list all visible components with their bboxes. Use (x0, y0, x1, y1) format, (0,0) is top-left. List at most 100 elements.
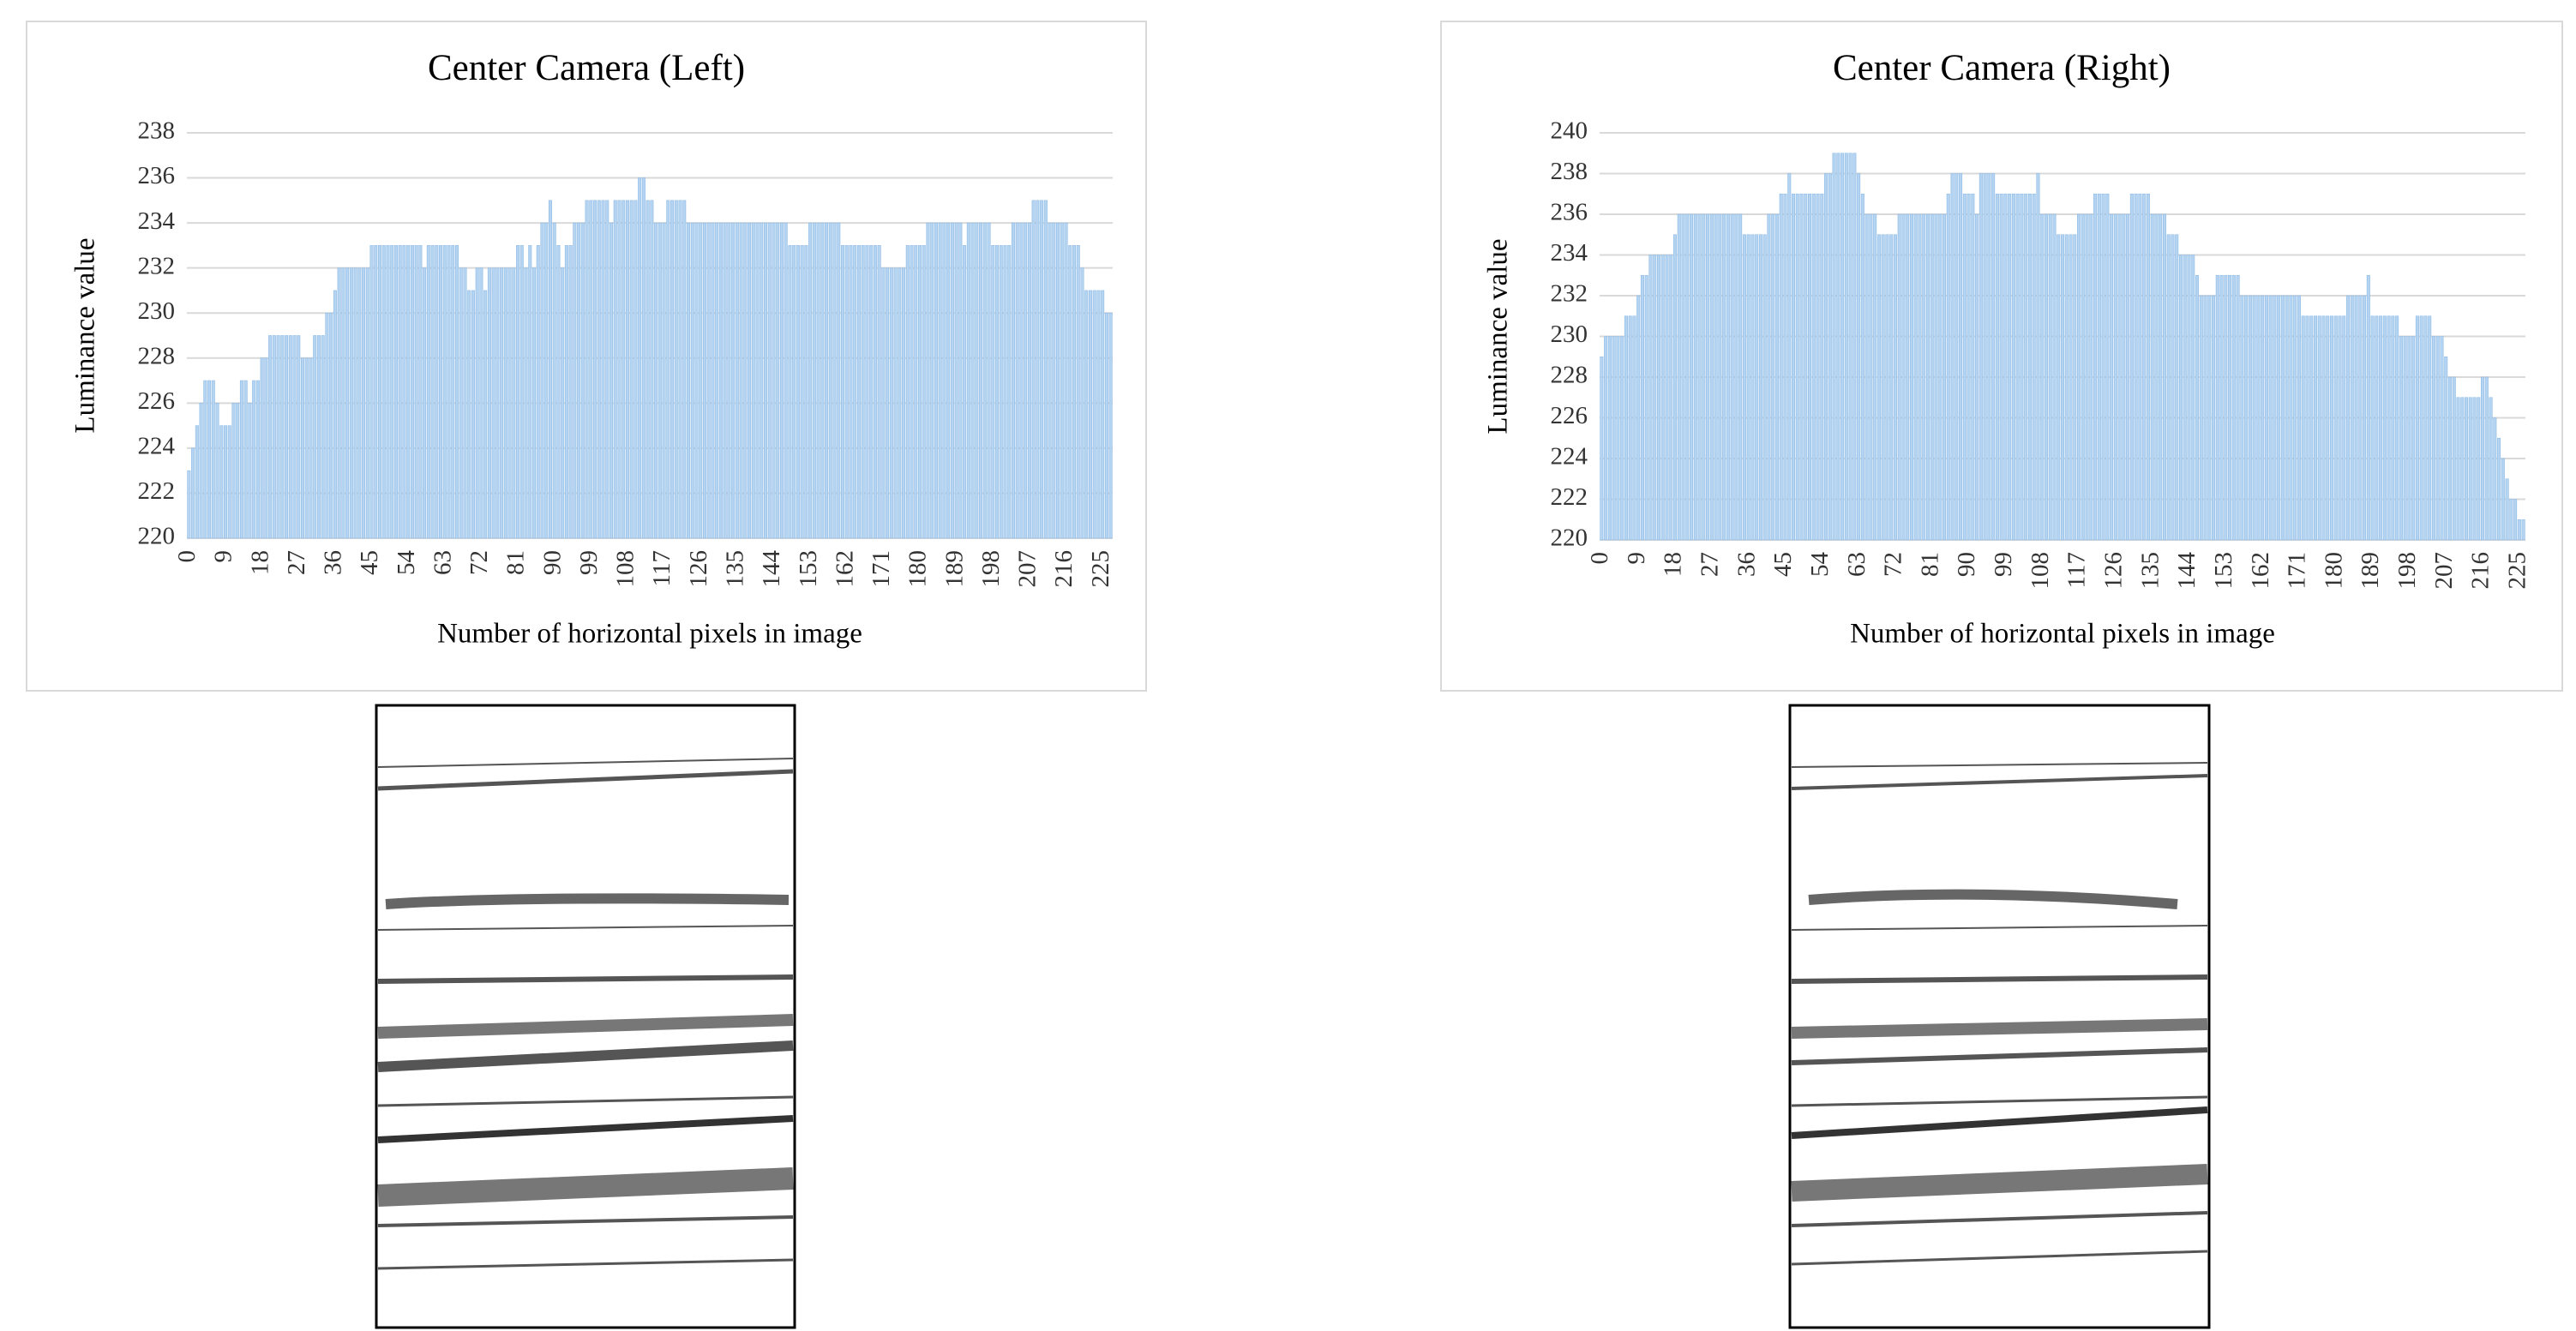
bar (1653, 255, 1657, 541)
bar (239, 380, 243, 539)
bar (2154, 213, 2159, 541)
bar (979, 222, 983, 539)
bar (1869, 213, 1873, 541)
bar (877, 245, 881, 539)
x-tick-label: 9 (210, 550, 237, 563)
bar (994, 245, 1000, 539)
bar (886, 267, 890, 539)
y-axis-title: Luminance value (70, 237, 101, 433)
bar (589, 200, 593, 539)
bar (2513, 499, 2518, 541)
bar (987, 222, 991, 539)
bar (1930, 213, 1934, 541)
bar (483, 290, 488, 539)
bar (2342, 315, 2346, 541)
bar (760, 222, 764, 539)
bar (2129, 193, 2134, 541)
bar (471, 290, 475, 539)
bar (2387, 315, 2391, 541)
bar (227, 425, 231, 539)
bar (2134, 193, 2138, 541)
bar (2027, 193, 2032, 541)
bar (264, 357, 268, 539)
bar (1857, 173, 1861, 541)
bar (500, 267, 504, 539)
bar (702, 222, 706, 539)
bar (849, 245, 853, 539)
bar (1636, 295, 1641, 541)
bar (694, 222, 699, 539)
bar (597, 200, 601, 539)
x-tick-label: 54 (1806, 552, 1834, 578)
x-tick-label: 216 (1050, 550, 1078, 588)
bar (2044, 213, 2048, 541)
bar (1060, 222, 1064, 539)
bar (1697, 213, 1702, 541)
bar (629, 200, 633, 539)
bar (1876, 234, 1881, 541)
bar (406, 245, 411, 539)
x-axis-title: Number of horizontal pixels in image (1850, 619, 2275, 650)
bar (292, 335, 297, 539)
bar (2301, 315, 2305, 541)
bar (2178, 255, 2183, 541)
bar (776, 222, 780, 539)
bar (2346, 295, 2351, 541)
bar (475, 267, 479, 539)
bar (2273, 295, 2277, 541)
bar (755, 222, 760, 539)
bar (2032, 193, 2036, 541)
bar (467, 290, 471, 539)
bar (1758, 234, 1762, 541)
bar (561, 267, 565, 539)
bar (2073, 234, 2077, 541)
bar (300, 357, 305, 539)
bar (390, 245, 394, 539)
bar (2081, 213, 2085, 541)
bar (772, 222, 776, 539)
bar (2036, 173, 2040, 541)
bar (621, 200, 626, 539)
bar (1999, 193, 2003, 541)
x-tick-label: 117 (2063, 552, 2091, 588)
bar (816, 222, 820, 539)
bar (1068, 245, 1072, 539)
bar (1779, 193, 1783, 541)
bar (796, 245, 800, 539)
bar (2379, 315, 2383, 541)
bar (423, 267, 427, 539)
y-tick-label: 222 (138, 477, 176, 505)
bar (365, 267, 369, 539)
bar (430, 245, 435, 539)
bar (435, 245, 439, 539)
bar (2289, 295, 2293, 541)
bar (2264, 295, 2268, 541)
y-tick-label: 236 (1551, 199, 1588, 226)
x-tick-label: 36 (1732, 552, 1760, 577)
bar (674, 200, 678, 539)
bar (1950, 173, 1955, 541)
bar (341, 267, 345, 539)
bar (1971, 193, 1975, 541)
bar (800, 245, 804, 539)
bar (1624, 315, 1628, 541)
bar (1955, 173, 1959, 541)
bar (593, 200, 597, 539)
y-tick-label: 220 (1551, 525, 1588, 552)
bar (853, 245, 857, 539)
x-tick-label: 144 (758, 550, 785, 588)
bar (577, 222, 581, 539)
bar (418, 245, 423, 539)
bar (1027, 222, 1031, 539)
bar (2057, 234, 2061, 541)
bar (2472, 397, 2477, 541)
bar (1864, 213, 1869, 541)
bar (690, 222, 694, 539)
bar (548, 200, 552, 539)
x-tick-label: 189 (2357, 552, 2384, 590)
x-tick-label: 108 (2027, 552, 2054, 590)
bar (2440, 336, 2444, 541)
bar (1080, 267, 1084, 539)
bar (958, 222, 963, 539)
bar (2354, 295, 2358, 541)
